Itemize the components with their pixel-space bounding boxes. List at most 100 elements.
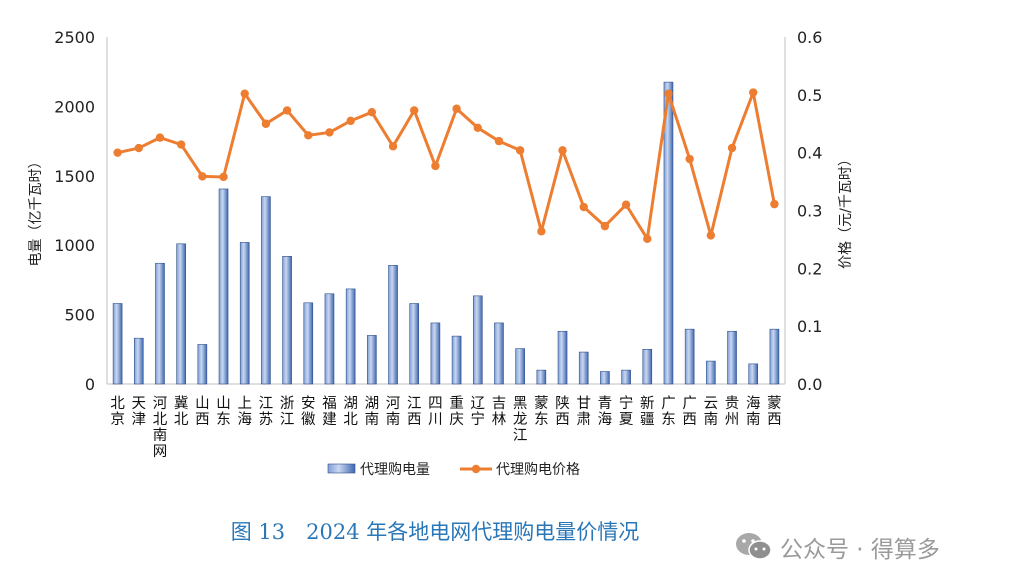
y2-tick-label: 0.5	[797, 86, 822, 105]
y2-tick-label: 0.3	[797, 202, 822, 221]
price-point	[367, 107, 377, 117]
bar	[748, 363, 759, 385]
bar	[600, 371, 610, 385]
price-line	[117, 91, 776, 241]
bar	[133, 337, 144, 385]
price-point	[621, 200, 631, 209]
bar	[621, 369, 631, 385]
x-tick-label: 贵州	[725, 395, 740, 428]
price-point	[643, 234, 652, 244]
axes	[106, 37, 786, 385]
bar	[155, 262, 165, 385]
y-tick-label: 2000	[54, 97, 95, 116]
legend-bar-swatch	[327, 463, 356, 474]
bar	[303, 302, 314, 385]
y2-axis-title: 价格（元/千瓦时）	[838, 152, 854, 269]
bar	[409, 303, 420, 385]
bar	[176, 243, 186, 385]
price-point	[600, 221, 610, 231]
price-point	[770, 199, 779, 209]
bar	[706, 360, 716, 385]
x-tick-label: 辽宁	[471, 395, 486, 428]
x-tick-label: 重庆	[449, 395, 464, 428]
x-tick-label: 广东	[661, 395, 676, 428]
bar	[494, 322, 504, 385]
bar	[282, 256, 292, 385]
x-tick-label: 冀北	[174, 395, 189, 428]
y-tick-label: 1500	[54, 167, 95, 186]
bar	[261, 196, 271, 385]
x-tick-label: 新疆	[640, 395, 655, 428]
y2-tick-label: 0.0	[797, 375, 822, 394]
bar	[197, 344, 208, 385]
price-point	[494, 136, 504, 146]
x-tick-label: 江西	[407, 395, 422, 428]
bar	[684, 328, 695, 385]
price-point	[706, 231, 716, 240]
price-point	[113, 148, 122, 157]
y-tick-label: 0	[85, 375, 95, 394]
price-point	[727, 143, 737, 153]
bar	[324, 293, 335, 385]
x-tick-label: 海南	[746, 395, 761, 428]
price-point	[325, 128, 334, 137]
line-series	[113, 88, 779, 244]
y-tick-label: 1000	[54, 236, 95, 255]
bar	[451, 335, 462, 385]
figure-caption: 图 13 2024 年各地电网代理购电量价情况	[230, 520, 640, 544]
bar	[515, 348, 525, 385]
y2-tick-label: 0.6	[797, 28, 822, 47]
price-point	[749, 88, 758, 97]
x-tick-label: 湖北	[343, 395, 358, 428]
price-point	[685, 154, 694, 164]
price-point	[219, 172, 228, 182]
x-tick-label: 山东	[216, 395, 231, 428]
x-tick-label: 天津	[132, 396, 147, 428]
legend-line-label: 代理购电价格	[496, 462, 580, 478]
x-tick-label: 陕西	[555, 395, 570, 428]
bar	[218, 188, 229, 385]
x-tick-label: 蒙东	[534, 395, 549, 428]
x-tick-label: 黑龙江	[513, 396, 528, 444]
x-tick-label: 北京	[110, 395, 125, 428]
price-point	[558, 146, 567, 155]
tick-labels: 0 500 1000 1500 2000 2500 0.0 0.1 0.2 0.3 0.4 0.5 0.…	[54, 28, 822, 394]
price-point	[515, 146, 525, 155]
x-tick-label: 福建	[322, 395, 337, 428]
bar	[388, 265, 398, 385]
x-tick-label: 河南	[386, 395, 401, 428]
watermark-text: 公众号 · 得算多	[780, 537, 940, 563]
bar	[727, 330, 737, 385]
y-axis-title: 电量（亿千瓦时）	[28, 155, 44, 267]
bar	[112, 303, 123, 385]
price-point	[388, 142, 398, 151]
y2-tick-label: 0.4	[797, 144, 822, 163]
x-tick-label: 四川	[428, 396, 443, 428]
bar	[578, 351, 589, 385]
bar	[472, 295, 483, 385]
watermark: 公众号 · 得算多	[734, 527, 1004, 567]
x-tick-label: 广西	[682, 395, 697, 428]
bars-series	[112, 81, 780, 385]
price-point	[155, 133, 165, 142]
price-point	[176, 140, 186, 149]
category-labels: 北京天津河北南网冀北山西山东上海江苏浙江安徽福建湖北湖南河南江西四川重庆辽宁吉林…	[110, 395, 781, 460]
wechat-icon	[736, 533, 772, 560]
price-point	[410, 106, 419, 115]
price-point	[282, 106, 292, 115]
price-point	[431, 161, 440, 171]
price-point	[473, 123, 482, 132]
legend-bar-label: 代理购电量	[360, 462, 430, 478]
x-tick-label: 宁夏	[619, 395, 634, 428]
x-tick-label: 甘肃	[576, 395, 591, 428]
x-tick-label: 青海	[598, 395, 613, 428]
price-point	[198, 172, 207, 181]
y2-tick-label: 0.2	[797, 259, 822, 278]
bar	[239, 242, 250, 385]
x-tick-label: 蒙西	[767, 395, 782, 428]
bar	[663, 81, 674, 385]
price-point	[240, 89, 249, 98]
price-point	[537, 227, 546, 236]
bar	[769, 328, 780, 385]
